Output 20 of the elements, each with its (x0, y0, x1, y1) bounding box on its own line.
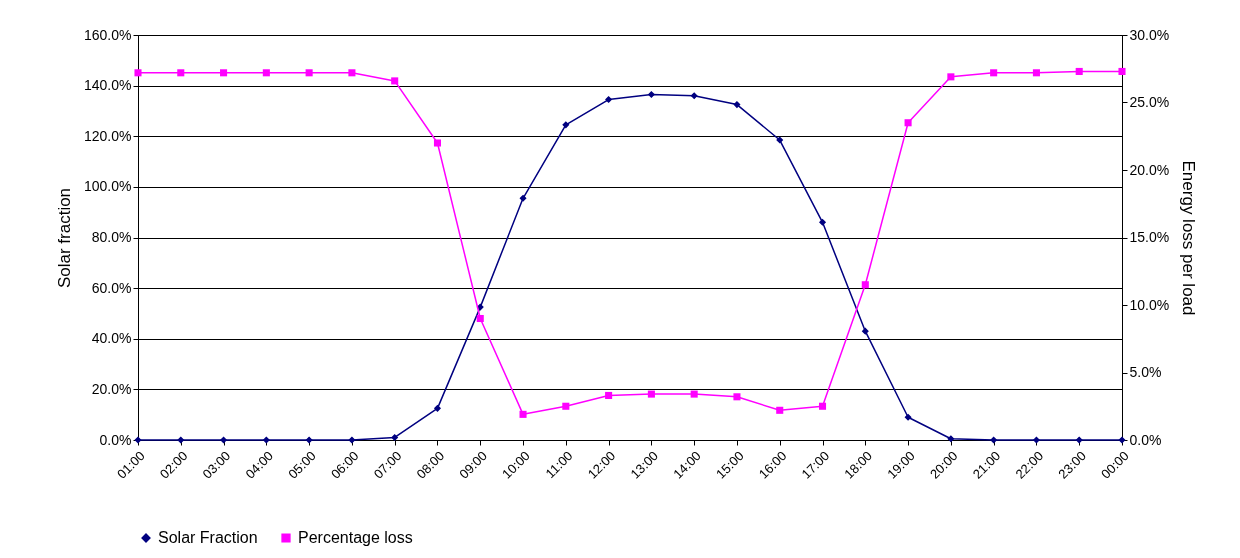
y-tick-label: 120.0% (84, 127, 132, 144)
y2-tick-label: 10.0% (1129, 296, 1170, 313)
y2-tick-label: 15.0% (1129, 229, 1170, 245)
y2-tick-label: 30.0% (1129, 26, 1170, 43)
y-tick-label: 40.0% (91, 330, 132, 347)
y2-tick-label: 5.0% (1129, 364, 1162, 380)
y-tick-label: 80.0% (91, 229, 132, 245)
y2-tick-label: 20.0% (1129, 161, 1170, 178)
y-tick-label: 60.0% (91, 279, 132, 296)
y2-tick-label: 0.0% (1129, 431, 1162, 448)
y-tick-label: 0.0% (99, 431, 132, 448)
y2-tick-label: 25.0% (1129, 94, 1170, 110)
y2-axis-title: Energy loss per load (1179, 160, 1199, 316)
legend-label: Percentage loss (298, 529, 413, 546)
legend-label: Solar Fraction (158, 529, 258, 546)
y-tick-label: 140.0% (84, 77, 132, 94)
y-axis-title: Solar fraction (55, 187, 75, 289)
y-tick-label: 160.0% (84, 26, 132, 43)
y-tick-label: 100.0% (84, 178, 132, 195)
y-tick-label: 20.0% (91, 380, 132, 397)
